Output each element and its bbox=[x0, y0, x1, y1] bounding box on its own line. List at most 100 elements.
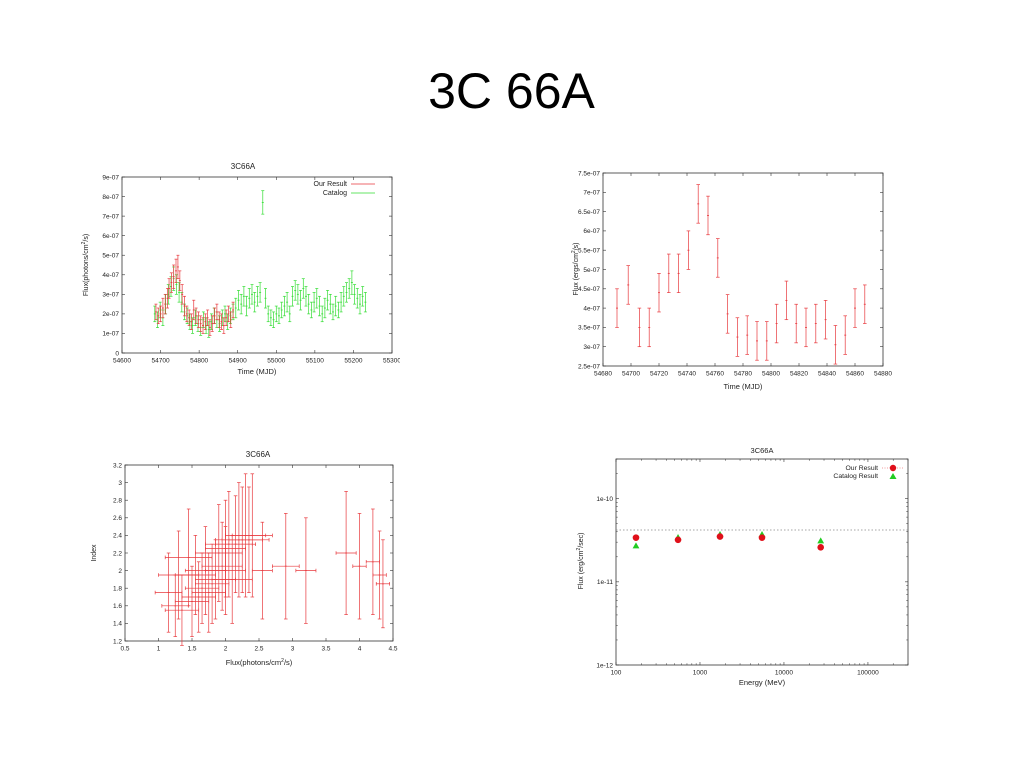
data-point bbox=[307, 293, 311, 315]
data-point bbox=[266, 305, 270, 323]
data-point bbox=[290, 286, 294, 307]
y-tick-label: 1.4 bbox=[113, 621, 122, 628]
data-point bbox=[375, 539, 390, 629]
x-axis-label: Energy (MeV) bbox=[739, 678, 786, 687]
x-tick-label: 54700 bbox=[622, 371, 640, 378]
data-point bbox=[745, 315, 749, 355]
y-axis-label: Index bbox=[91, 544, 98, 562]
legend-swatch-our-result bbox=[889, 464, 897, 472]
data-point bbox=[163, 293, 167, 315]
data-point bbox=[336, 301, 340, 319]
data-point bbox=[229, 311, 233, 328]
series-our-result bbox=[632, 533, 824, 551]
data-point bbox=[263, 288, 267, 309]
data-point bbox=[817, 544, 824, 551]
energy-flux-chart: 54680 54700 54720 54740 54760 54780 54800 54820… bbox=[571, 170, 892, 391]
y-tick-label: 5e-07 bbox=[583, 267, 600, 274]
data-point bbox=[255, 286, 259, 307]
x-tick-label: 54820 bbox=[790, 371, 808, 378]
x-tick-label: 100 bbox=[611, 670, 622, 677]
x-tick-label: 54780 bbox=[734, 371, 752, 378]
data-point bbox=[201, 311, 205, 328]
data-point bbox=[774, 303, 779, 344]
point-marker bbox=[716, 533, 724, 540]
data-point bbox=[331, 303, 335, 321]
point-marker bbox=[632, 542, 640, 549]
data-point bbox=[191, 317, 195, 334]
data-point bbox=[159, 305, 163, 323]
data-point bbox=[199, 315, 203, 332]
y-tick-label: 3 bbox=[118, 480, 122, 487]
y-ticks: 1.2 1.4 1.6 1.8 2 2.2 2.4 2.6 2.8 3 3.2 bbox=[113, 462, 393, 645]
y-axis-label: Flux(photons/cm2/s) bbox=[81, 234, 90, 296]
x-tick-label: 55200 bbox=[344, 358, 362, 365]
data-point bbox=[363, 292, 367, 313]
series-catalog-result bbox=[632, 530, 825, 549]
data-point bbox=[174, 565, 210, 637]
data-point bbox=[361, 286, 365, 307]
y-tick-label: 3.5e-07 bbox=[578, 325, 600, 332]
y-tick-label: 8e-07 bbox=[102, 194, 119, 201]
x-axis-label: Time (MJD) bbox=[724, 382, 763, 391]
data-point bbox=[161, 297, 165, 319]
data-point bbox=[180, 292, 184, 313]
data-point bbox=[814, 303, 818, 344]
data-point bbox=[863, 284, 867, 324]
data-point bbox=[250, 284, 254, 305]
data-point bbox=[194, 543, 230, 624]
data-point bbox=[192, 299, 196, 321]
data-point bbox=[245, 295, 249, 317]
x-tick-label: 55000 bbox=[267, 358, 285, 365]
x-tick-label: 3.5 bbox=[321, 646, 330, 653]
data-point bbox=[258, 282, 262, 303]
data-point bbox=[222, 317, 226, 334]
data-point bbox=[194, 307, 198, 325]
data-point bbox=[253, 292, 257, 313]
y-tick-label: 1e-10 bbox=[596, 496, 613, 503]
legend-label-our-result: Our Result bbox=[846, 465, 879, 472]
lightcurve-chart: 3C66A 54600 54700 54800 54900 55000 55100 5520… bbox=[81, 162, 400, 376]
y-tick-label: 4.5e-07 bbox=[578, 286, 600, 293]
y-tick-label: 0 bbox=[115, 350, 119, 357]
data-point bbox=[323, 297, 327, 319]
data-point bbox=[213, 307, 217, 325]
data-point bbox=[657, 273, 661, 313]
data-point bbox=[185, 307, 189, 325]
data-point bbox=[312, 292, 316, 313]
y-tick-label: 5e-07 bbox=[102, 252, 119, 259]
y-tick-label: 1e-07 bbox=[102, 331, 119, 338]
data-point bbox=[164, 574, 200, 646]
x-tick-label: 100000 bbox=[857, 670, 879, 677]
data-point bbox=[228, 486, 270, 593]
y-ticks: 0 1e-07 2e-07 3e-07 4e-07 5e-07 6e-07 7e-07 8e-0… bbox=[102, 174, 392, 357]
data-point bbox=[353, 284, 357, 305]
data-point bbox=[347, 278, 351, 299]
data-point bbox=[274, 305, 278, 323]
data-point bbox=[296, 284, 300, 305]
data-point bbox=[189, 313, 193, 330]
data-point bbox=[299, 290, 303, 311]
data-point bbox=[194, 539, 236, 620]
legend-label-catalog: Catalog bbox=[323, 190, 347, 197]
data-point bbox=[167, 278, 171, 299]
point-marker bbox=[817, 537, 825, 544]
index-flux-chart: 3C66A 0.5 1 1.5 2 2.5 3 3.5 4 4.5 1.2 1.4 1.6 1.8 2 2… bbox=[91, 450, 398, 667]
y-tick-label: 1.2 bbox=[113, 638, 122, 645]
data-point bbox=[154, 303, 158, 321]
data-point bbox=[372, 530, 387, 620]
data-point bbox=[334, 295, 338, 317]
data-point bbox=[355, 288, 359, 309]
data-point bbox=[317, 295, 321, 317]
data-point bbox=[156, 307, 160, 325]
x-tick-label: 1 bbox=[157, 646, 161, 653]
x-ticks: 0.5 1 1.5 2 2.5 3 3.5 4 4.5 bbox=[120, 465, 398, 653]
data-point bbox=[154, 552, 183, 633]
data-point bbox=[269, 309, 273, 326]
x-tick-label: 10000 bbox=[775, 670, 793, 677]
data-point bbox=[696, 184, 700, 224]
data-point bbox=[304, 286, 308, 307]
y-tick-label: 1e-11 bbox=[597, 579, 614, 586]
y-tick-label: 7.5e-07 bbox=[578, 170, 600, 177]
data-point bbox=[191, 552, 226, 633]
y-tick-label: 2.6 bbox=[113, 515, 122, 522]
